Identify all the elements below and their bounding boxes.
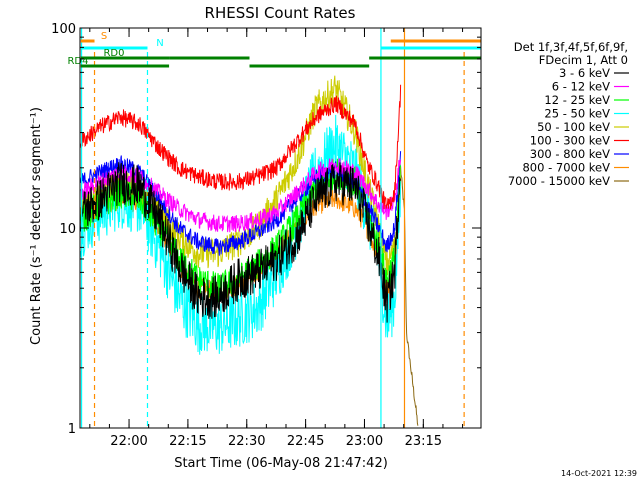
legend-entry-label: 12 - 25 keV bbox=[544, 93, 610, 107]
legend: Det 1f,3f,4f,5f,6f,9f, FDecim 1, Att 0 3… bbox=[508, 40, 629, 188]
y-tick-label: 1 bbox=[68, 422, 76, 437]
legend-entry-label: 100 - 300 keV bbox=[530, 134, 610, 148]
plot-area: S N RD0 RD4 1 10 100 22:00 22:15 22:30 22:45 23:00 2… bbox=[51, 22, 482, 449]
x-tick-label: 22:00 bbox=[110, 434, 147, 449]
legend-entry-label: 300 - 800 keV bbox=[530, 147, 610, 161]
legend-entry-label: 800 - 7000 keV bbox=[522, 161, 610, 175]
x-tick-label: 23:15 bbox=[405, 434, 442, 449]
chart-title: RHESSI Count Rates bbox=[205, 4, 356, 22]
x-tick-label: 22:45 bbox=[287, 434, 324, 449]
legend-entry-label: 3 - 6 keV bbox=[559, 66, 610, 80]
x-tick-label: 23:00 bbox=[346, 434, 383, 449]
series-line-3-6-kev bbox=[80, 162, 402, 323]
state-bar-label-rd0: RD0 bbox=[103, 48, 124, 59]
state-bar-label-rd4: RD4 bbox=[67, 56, 88, 67]
x-axis-label: Start Time (06-May-08 21:47:42) bbox=[174, 456, 388, 471]
y-tick-label: 100 bbox=[51, 22, 76, 37]
legend-entry-label: 50 - 100 keV bbox=[537, 120, 610, 134]
state-bar-label-n: N bbox=[156, 38, 163, 49]
legend-entry-label: 7000 - 15000 keV bbox=[508, 174, 610, 188]
state-bar-label-s: S bbox=[101, 31, 107, 42]
x-tick-label: 22:15 bbox=[169, 434, 206, 449]
legend-header-line-2: FDecim 1, Att 0 bbox=[539, 53, 628, 67]
footer-timestamp: 14-Oct-2021 12:39 bbox=[561, 469, 637, 478]
legend-entry-label: 6 - 12 keV bbox=[552, 80, 610, 94]
legend-entry-label: 25 - 50 keV bbox=[544, 107, 610, 121]
x-tick-label: 22:30 bbox=[228, 434, 265, 449]
series-line-100-300-kev bbox=[80, 84, 402, 210]
legend-header-line-1: Det 1f,3f,4f,5f,6f,9f, bbox=[514, 40, 628, 54]
y-tick-label: 10 bbox=[59, 222, 76, 237]
series-line-7000-15000-kev bbox=[400, 166, 419, 426]
y-axis-label: Count Rate (s⁻¹ detector segment⁻¹) bbox=[29, 107, 44, 345]
